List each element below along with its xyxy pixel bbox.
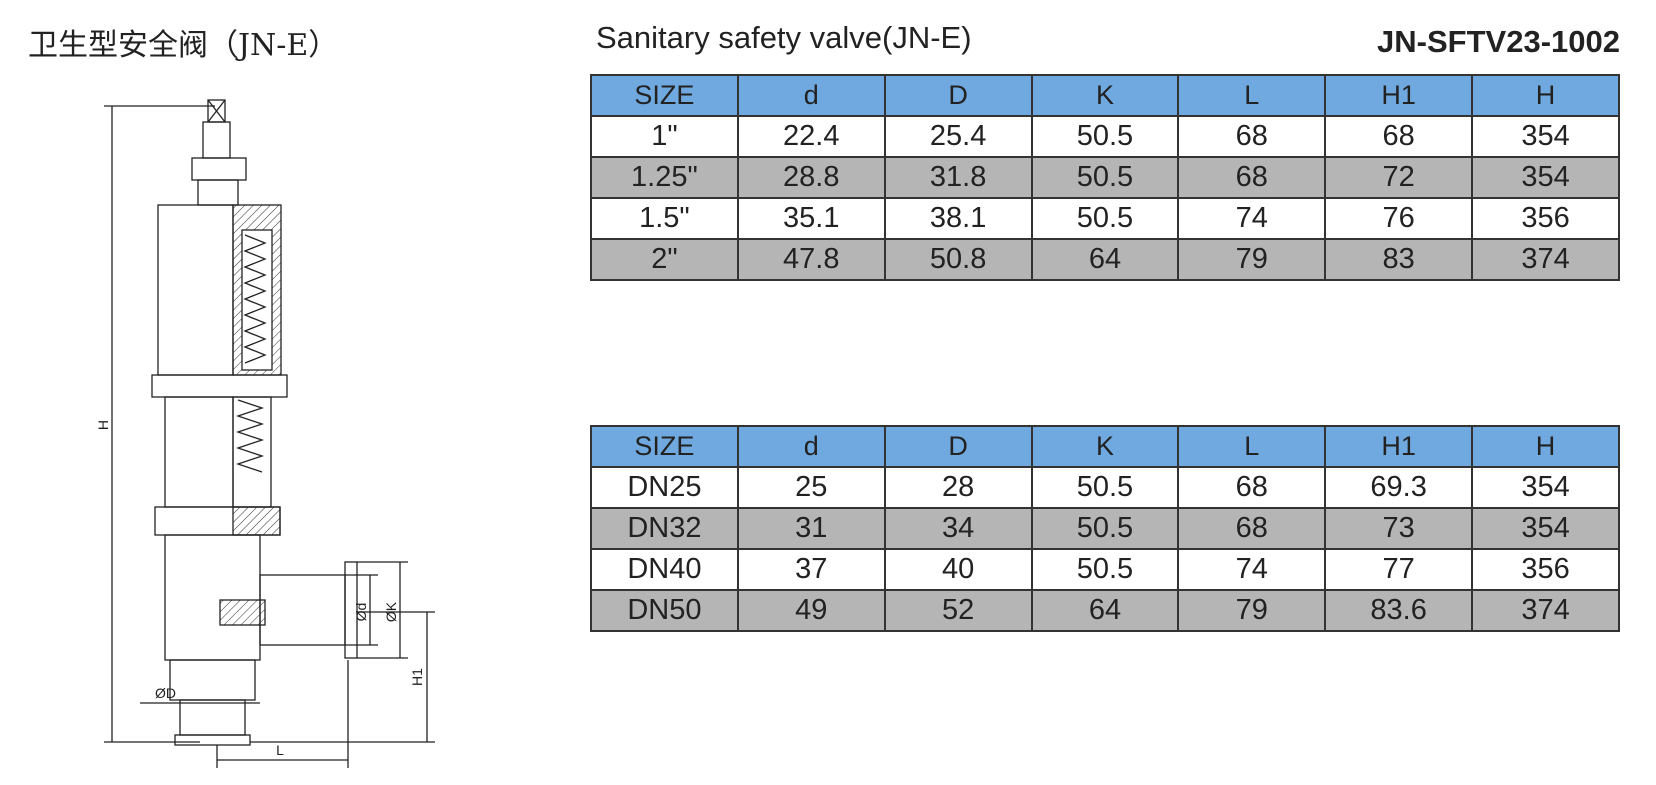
title-cn: 卫生型安全阀（JN-E）: [28, 28, 339, 63]
table-cell: 31.8: [883, 156, 1033, 199]
table-cell: 50.5: [1030, 115, 1180, 158]
column-header: D: [883, 425, 1033, 468]
table-cell: 356: [1471, 197, 1620, 240]
table-row: DN50 49 52 64 79 83.6 374: [590, 589, 1620, 632]
table-cell: 374: [1471, 238, 1620, 281]
table-cell: 79: [1177, 589, 1327, 632]
column-header: H: [1471, 74, 1620, 117]
spec-table: SIZE d D K L H1 H 1" 22.4 25.4 50.5 68 68 354 1.25" 28.…: [590, 74, 1620, 281]
table-cell: 37: [736, 548, 886, 591]
column-header: D: [883, 74, 1033, 117]
table-cell: DN25: [590, 466, 739, 509]
table-cell: 83: [1324, 238, 1474, 281]
table-cell: 74: [1177, 548, 1327, 591]
table-cell: 40: [883, 548, 1033, 591]
table-cell: 50.8: [883, 238, 1033, 281]
table-cell: DN40: [590, 548, 739, 591]
header-row: SIZE d D K L H1 H: [590, 74, 1620, 117]
table-cell: 374: [1471, 589, 1620, 632]
column-header: L: [1177, 425, 1327, 468]
table-cell: 25: [736, 466, 886, 509]
table-row: 1" 22.4 25.4 50.5 68 68 354: [590, 115, 1620, 158]
table-cell: 25.4: [883, 115, 1033, 158]
table-cell: 354: [1471, 466, 1620, 509]
dim-label: H1: [409, 668, 425, 686]
table-cell: 38.1: [883, 197, 1033, 240]
column-header: d: [736, 74, 886, 117]
table-cell: 68: [1177, 466, 1327, 509]
table-cell: 76: [1324, 197, 1474, 240]
table-cell: 28: [883, 466, 1033, 509]
dim-label: ØD: [155, 685, 176, 701]
column-header: H1: [1324, 74, 1474, 117]
column-header: SIZE: [590, 425, 739, 468]
table-cell: 50.5: [1030, 197, 1180, 240]
table-cell: 64: [1030, 238, 1180, 281]
table-row: DN32 31 34 50.5 68 73 354: [590, 507, 1620, 550]
product-code: JN-SFTV23-1002: [1377, 24, 1620, 59]
column-header: d: [736, 425, 886, 468]
column-header: H1: [1324, 425, 1474, 468]
table-cell: 34: [883, 507, 1033, 550]
table-row: DN40 37 40 50.5 74 77 356: [590, 548, 1620, 591]
table-cell: 354: [1471, 115, 1620, 158]
table-cell: DN32: [590, 507, 739, 550]
table-cell: DN50: [590, 589, 739, 632]
table-cell: 68: [1177, 156, 1327, 199]
table-row: DN25 25 28 50.5 68 69.3 354: [590, 466, 1620, 509]
table-row: 1.25" 28.8 31.8 50.5 68 72 354: [590, 156, 1620, 199]
table-cell: 47.8: [736, 238, 886, 281]
table-cell: 50.5: [1030, 156, 1180, 199]
dim-label: L: [276, 742, 284, 758]
column-header: L: [1177, 74, 1327, 117]
table-row: 1.5" 35.1 38.1 50.5 74 76 356: [590, 197, 1620, 240]
table-cell: 35.1: [736, 197, 886, 240]
table-cell: 50.5: [1030, 466, 1180, 509]
table-cell: 1.5": [590, 197, 739, 240]
column-header: K: [1030, 74, 1180, 117]
table-cell: 49: [736, 589, 886, 632]
table-cell: 74: [1177, 197, 1327, 240]
column-header: K: [1030, 425, 1180, 468]
table-row: 2" 47.8 50.8 64 79 83 374: [590, 238, 1620, 281]
table-cell: 28.8: [736, 156, 886, 199]
table-cell: 69.3: [1324, 466, 1474, 509]
table-cell: 354: [1471, 156, 1620, 199]
table-cell: 50.5: [1030, 548, 1180, 591]
table-cell: 1.25": [590, 156, 739, 199]
valve-drawing: L ØD Ød ØK H1 H: [95, 99, 435, 768]
table-cell: 50.5: [1030, 507, 1180, 550]
table-cell: 68: [1324, 115, 1474, 158]
table-cell: 68: [1177, 507, 1327, 550]
column-header: SIZE: [590, 74, 739, 117]
title-en: Sanitary safety valve(JN-E): [596, 20, 972, 55]
table-cell: 356: [1471, 548, 1620, 591]
table-cell: 64: [1030, 589, 1180, 632]
table-cell: 354: [1471, 507, 1620, 550]
table-cell: 1": [590, 115, 739, 158]
table-cell: 83.6: [1324, 589, 1474, 632]
column-header: H: [1471, 425, 1620, 468]
spec-table: SIZE d D K L H1 H DN25 25 28 50.5 68 69.3 354 DN32 31 34…: [590, 425, 1620, 632]
table-cell: 72: [1324, 156, 1474, 199]
table-cell: 52: [883, 589, 1033, 632]
table-cell: 2": [590, 238, 739, 281]
table-cell: 73: [1324, 507, 1474, 550]
table-cell: 77: [1324, 548, 1474, 591]
dim-label: H: [95, 420, 111, 430]
table-cell: 22.4: [736, 115, 886, 158]
table-cell: 31: [736, 507, 886, 550]
header-row: SIZE d D K L H1 H: [590, 425, 1620, 468]
table-cell: 79: [1177, 238, 1327, 281]
table-cell: 68: [1177, 115, 1327, 158]
